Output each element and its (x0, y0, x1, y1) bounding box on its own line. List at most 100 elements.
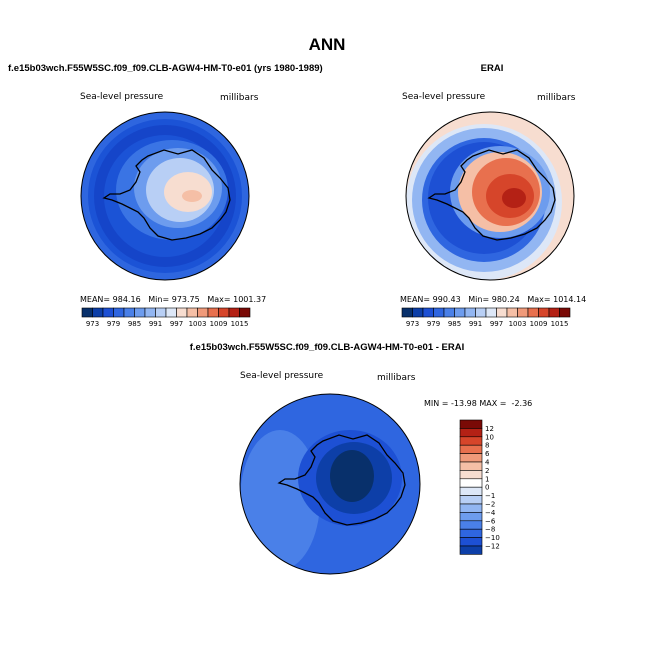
colorbar-label: −4 (485, 509, 496, 517)
colorbar-label: 991 (149, 320, 162, 328)
colorbar-label: 1003 (189, 320, 207, 328)
panel-model-units: millibars (220, 93, 259, 103)
colorbar-swatch (401, 307, 413, 318)
colorbar-swatch (459, 461, 483, 471)
colorbar-swatch (548, 307, 560, 318)
panel-erai-map (406, 112, 574, 280)
colorbar-swatch (459, 453, 483, 463)
colorbar-swatch (559, 307, 571, 318)
colorbar-swatch (517, 307, 529, 318)
colorbar-swatch (123, 307, 135, 318)
colorbar-swatch (459, 537, 483, 547)
colorbar-swatch (459, 528, 483, 538)
colorbar-swatch (92, 307, 104, 318)
colorbar-label: 973 (406, 320, 419, 328)
colorbar-label: 979 (107, 320, 120, 328)
figure-title: ANN (309, 35, 346, 54)
colorbar-swatch (459, 428, 483, 438)
colorbar-swatch (459, 478, 483, 488)
colorbar-swatch (459, 503, 483, 513)
panel-model-colorbar: 973 979 985 991 997 1003 1009 1015 (81, 307, 251, 328)
colorbar-swatch (207, 307, 219, 318)
colorbar-swatch (102, 307, 114, 318)
colorbar-swatch (459, 545, 483, 555)
colorbar-label: 1015 (231, 320, 249, 328)
panel-model-title: f.e15b03wch.F55W5SC.f09_f09.CLB-AGW4-HM-… (8, 63, 323, 74)
panel-erai-contour-i (502, 188, 526, 208)
colorbar-label: −10 (485, 534, 500, 542)
colorbar-swatch (459, 436, 483, 446)
colorbar-label: 2 (485, 467, 489, 475)
colorbar-swatch (443, 307, 455, 318)
colorbar-swatch (134, 307, 146, 318)
panel-erai-field-label: Sea-level pressure (402, 92, 486, 102)
panel-model-ring (94, 125, 236, 267)
colorbar-label: −1 (485, 492, 495, 500)
colorbar-swatch (496, 307, 508, 318)
colorbar-swatch (228, 307, 240, 318)
panel-model-map-border (80, 111, 250, 281)
colorbar-swatch (459, 486, 483, 496)
colorbar-swatch (155, 307, 167, 318)
colorbar-label: 1009 (210, 320, 228, 328)
panel-diff-units: millibars (377, 373, 416, 383)
colorbar-label: 12 (485, 425, 494, 433)
colorbar-swatch (433, 307, 445, 318)
panel-erai: ERAI Sea-level pressure millibars MEAN= … (400, 63, 586, 328)
colorbar-label: 979 (427, 320, 440, 328)
colorbar-label: 985 (448, 320, 461, 328)
colorbar-swatch (218, 307, 230, 318)
colorbar-swatch (485, 307, 497, 318)
colorbar-swatch (412, 307, 424, 318)
colorbar-label: 1 (485, 475, 489, 483)
colorbar-swatch (459, 419, 483, 429)
panel-erai-map-border (405, 111, 575, 281)
colorbar-label: 0 (485, 484, 489, 492)
panel-erai-units: millibars (537, 93, 576, 103)
colorbar-label: −12 (485, 543, 500, 551)
colorbar-swatch (475, 307, 487, 318)
colorbar-label: 8 (485, 442, 489, 450)
colorbar-label: 4 (485, 459, 490, 467)
panel-diff-map (240, 394, 420, 574)
panel-model-map (81, 112, 249, 280)
colorbar-swatch (144, 307, 156, 318)
colorbar-swatch (506, 307, 518, 318)
colorbar-label: 991 (469, 320, 482, 328)
colorbar-swatch (165, 307, 177, 318)
panel-diff-contour-d (330, 450, 374, 502)
panel-diff-map-border (239, 393, 421, 575)
colorbar-label: 997 (490, 320, 503, 328)
colorbar-label: 985 (128, 320, 141, 328)
panel-model-field-label: Sea-level pressure (80, 92, 164, 102)
panel-model: f.e15b03wch.F55W5SC.f09_f09.CLB-AGW4-HM-… (8, 63, 323, 328)
colorbar-label: −2 (485, 501, 495, 509)
colorbar-swatch (527, 307, 539, 318)
panel-diff-field-label: Sea-level pressure (240, 371, 324, 381)
colorbar-label: 6 (485, 450, 490, 458)
panel-erai-title: ERAI (481, 63, 504, 74)
colorbar-swatch (113, 307, 125, 318)
colorbar-label: −6 (485, 517, 496, 525)
colorbar-label: 997 (170, 320, 183, 328)
panel-model-contour-e (182, 190, 202, 202)
panel-diff-title: f.e15b03wch.F55W5SC.f09_f09.CLB-AGW4-HM-… (190, 342, 465, 353)
panel-erai-stats: MEAN= 990.43 Min= 980.24 Max= 1014.14 (400, 295, 586, 304)
colorbar-swatch (538, 307, 550, 318)
colorbar-label: 1009 (530, 320, 548, 328)
colorbar-swatch (176, 307, 188, 318)
colorbar-swatch (81, 307, 93, 318)
colorbar-label: 1015 (551, 320, 569, 328)
colorbar-swatch (422, 307, 434, 318)
colorbar-swatch (454, 307, 466, 318)
panel-diff: f.e15b03wch.F55W5SC.f09_f09.CLB-AGW4-HM-… (190, 342, 532, 575)
colorbar-swatch (464, 307, 476, 318)
colorbar-swatch (239, 307, 251, 318)
colorbar-swatch (197, 307, 209, 318)
colorbar-label: 973 (86, 320, 99, 328)
colorbar-swatch (459, 495, 483, 505)
colorbar-label: 1003 (509, 320, 527, 328)
colorbar-swatch (459, 444, 483, 454)
